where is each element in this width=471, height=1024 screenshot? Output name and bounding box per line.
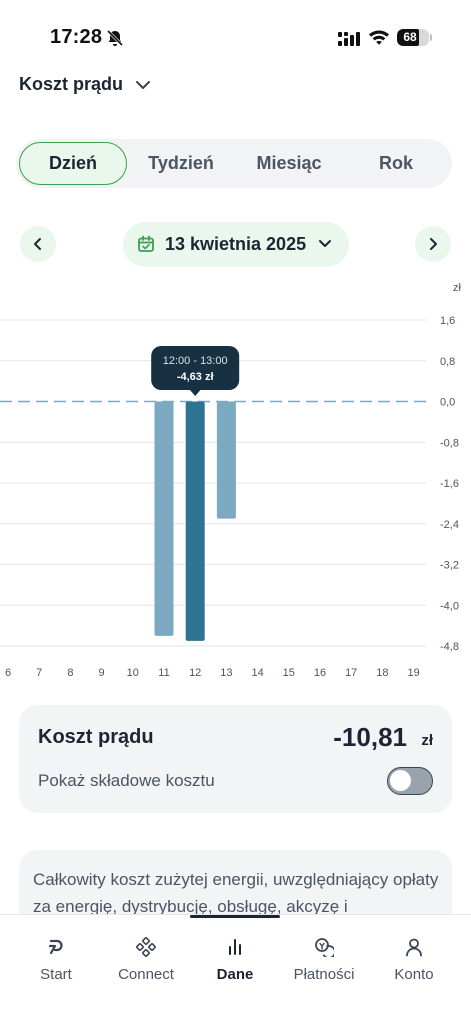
status-bar: 17:28 68: [0, 0, 471, 64]
show-cost-components-label: Pokaż składowe kosztu: [38, 771, 215, 790]
nav-item-account[interactable]: Konto: [367, 915, 461, 1005]
chevron-down-icon: [319, 240, 331, 247]
y-tick-label: -1,6: [440, 478, 459, 490]
toggle-knob: [390, 770, 411, 791]
nav-item-dane[interactable]: Dane: [188, 915, 282, 1005]
y-tick-label: -3,2: [440, 560, 459, 572]
y-tick-label: -0,8: [440, 437, 459, 449]
bottom-navigation: Start Connect Dane Płatności Kon: [0, 914, 471, 1024]
x-tick-label: 16: [314, 667, 326, 679]
page-title[interactable]: Koszt prądu: [19, 74, 124, 94]
nav-item-connect[interactable]: Connect: [99, 915, 193, 1005]
chart-tooltip: [151, 346, 240, 390]
tab-year[interactable]: Rok: [378, 153, 413, 173]
x-tick-label: 11: [158, 667, 169, 679]
x-tick-label: 14: [251, 667, 263, 679]
x-tick-label: 9: [99, 667, 105, 679]
tab-week[interactable]: Tydzień: [148, 153, 214, 173]
cost-bar-chart[interactable]: zł 1,6 0,8 0,0 -0,8 -1,6 -2,4 -3,2 -4,0 -4,8 6 7 8 9 1…: [0, 276, 471, 686]
y-tick-label: -4,8: [440, 641, 459, 653]
tooltip-time-range: 12:00 - 13:00: [163, 355, 228, 367]
info-text: Całkowity koszt zużytej energii, uwzględ…: [33, 866, 443, 920]
nav-label: Dane: [216, 966, 254, 983]
payments-icon: [315, 938, 334, 957]
chevron-right-icon: [430, 238, 437, 250]
y-tick-label: -2,4: [440, 519, 459, 531]
show-cost-components-toggle[interactable]: [387, 767, 433, 795]
previous-day-button[interactable]: [20, 226, 56, 262]
nav-label: Konto: [394, 966, 434, 983]
user-icon: [406, 938, 422, 957]
next-day-button[interactable]: [415, 226, 451, 262]
chart-bars-icon: [229, 939, 241, 955]
tooltip-pointer: [189, 389, 202, 396]
wifi-icon: [369, 30, 389, 45]
x-tick-label: 15: [283, 667, 295, 679]
x-tick-label: 13: [220, 667, 232, 679]
y-axis-unit: zł: [453, 282, 462, 294]
start-logo-icon: [48, 939, 63, 955]
tab-day[interactable]: Dzień: [19, 142, 127, 185]
battery-percent: 68: [403, 30, 417, 44]
x-tick-label: 17: [345, 667, 357, 679]
y-tick-label: 0,8: [440, 356, 455, 368]
cost-value: -10,81: [333, 722, 407, 752]
battery-icon: 68: [397, 29, 429, 46]
tooltip-value: -4,63 zł: [177, 371, 214, 383]
x-tick-label: 10: [127, 667, 139, 679]
cost-label: Koszt prądu: [38, 726, 154, 748]
date-picker-button[interactable]: 13 kwietnia 2025: [123, 222, 349, 267]
battery-cap: [430, 34, 432, 41]
x-tick-label: 7: [36, 667, 42, 679]
tab-month[interactable]: Miesiąc: [256, 153, 322, 173]
status-time: 17:28: [50, 26, 103, 48]
nav-label: Płatności: [293, 966, 355, 983]
x-tick-label: 12: [189, 667, 201, 679]
bar-highlighted[interactable]: [185, 401, 205, 641]
active-tab-indicator: [190, 915, 280, 918]
battery-level: [397, 29, 419, 46]
nav-label: Connect: [118, 966, 174, 983]
cellular-signal-icon: [338, 32, 360, 46]
chevron-down-icon[interactable]: [134, 78, 152, 92]
info-text-start: Całkowity koszt zużytej energii, uwzględ…: [33, 870, 439, 916]
nav-item-start[interactable]: Start: [9, 915, 103, 1005]
selected-date: 13 kwietnia 2025: [165, 234, 307, 254]
bell-muted-icon: [106, 29, 124, 47]
nav-item-payments[interactable]: Płatności: [277, 915, 371, 1005]
x-tick-label: 19: [407, 667, 419, 679]
y-tick-label: 1,6: [440, 315, 455, 327]
y-tick-label: -4,0: [440, 600, 459, 612]
period-tabs: Dzień Tydzień Miesiąc Rok: [16, 139, 452, 188]
info-text-end: , obsługę, akcyzę i: [207, 897, 348, 916]
nav-label: Start: [40, 966, 72, 983]
x-tick-label: 18: [376, 667, 388, 679]
connect-icon: [136, 937, 156, 957]
chevron-left-icon: [34, 238, 41, 250]
cost-unit: zł: [421, 732, 433, 749]
distribution-link[interactable]: dystrybucję: [121, 897, 208, 916]
calendar-icon: [138, 235, 154, 252]
y-tick-label: 0,0: [440, 397, 455, 409]
bar[interactable]: [216, 401, 236, 519]
x-tick-label: 8: [67, 667, 73, 679]
x-tick-label: 6: [5, 667, 11, 679]
cost-summary-card: Koszt prądu -10,81 zł Pokaż składowe kos…: [19, 705, 452, 813]
bar[interactable]: [154, 401, 174, 636]
